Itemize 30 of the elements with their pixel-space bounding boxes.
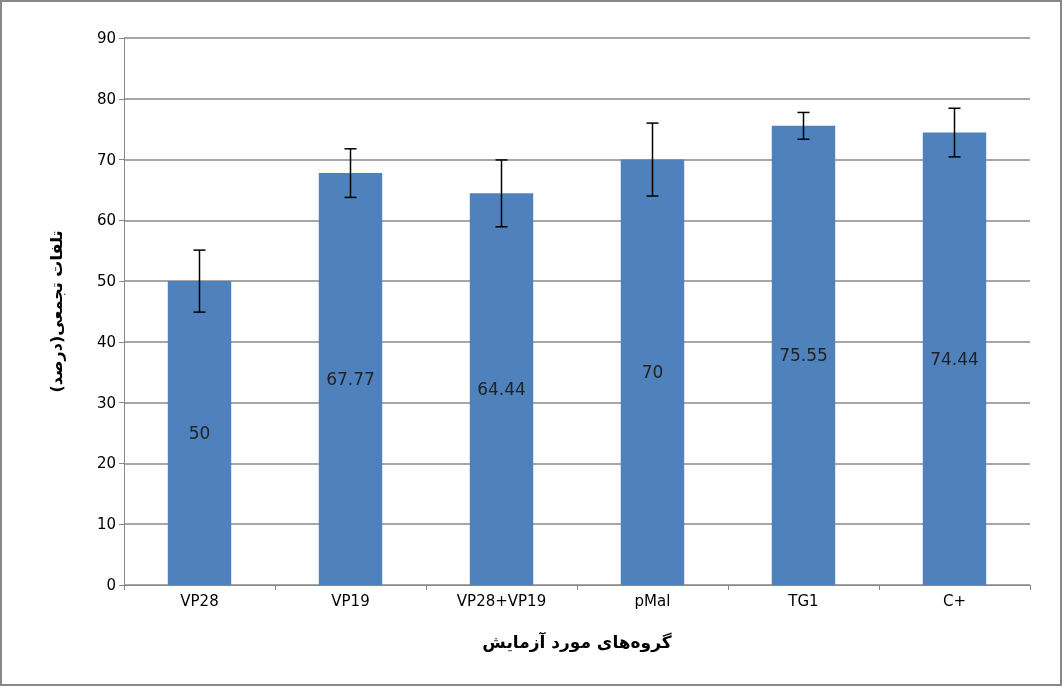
x-tick-label: TG1 [787, 591, 819, 610]
y-tick-label: 40 [96, 332, 116, 351]
y-tick-label: 70 [96, 150, 116, 169]
x-tick-label: VP28+VP19 [456, 591, 547, 610]
y-tick-label: 50 [96, 272, 116, 291]
data-label: 70 [641, 362, 664, 383]
y-tick-label: 0 [106, 576, 116, 594]
bar [771, 125, 836, 585]
y-tick-label: 60 [96, 211, 116, 230]
y-tick-label: 30 [96, 393, 116, 412]
y-axis-title: تلفات تجمعی(درصد) [46, 230, 66, 393]
y-tick-label: 10 [96, 515, 116, 534]
bar [167, 281, 232, 585]
x-axis-title: گروه‌های مورد آزمایش [482, 630, 672, 653]
bar [922, 132, 987, 585]
bar [469, 193, 534, 585]
data-label: 50 [188, 423, 211, 444]
x-tick-label: VP28 [180, 591, 219, 610]
data-label: 64.44 [477, 379, 526, 400]
y-tick-label: 20 [96, 454, 116, 473]
y-tick-label: 80 [96, 89, 116, 108]
data-label: 75.55 [779, 345, 828, 366]
data-label: 74.44 [930, 348, 979, 369]
bar [318, 173, 383, 585]
y-tick-label: 90 [96, 29, 116, 47]
bar [620, 159, 685, 585]
x-tick-label: VP19 [331, 591, 370, 610]
data-label: 67.77 [326, 369, 375, 390]
x-tick-label: C+ [942, 591, 967, 610]
x-tick-label: pMal [634, 591, 671, 610]
